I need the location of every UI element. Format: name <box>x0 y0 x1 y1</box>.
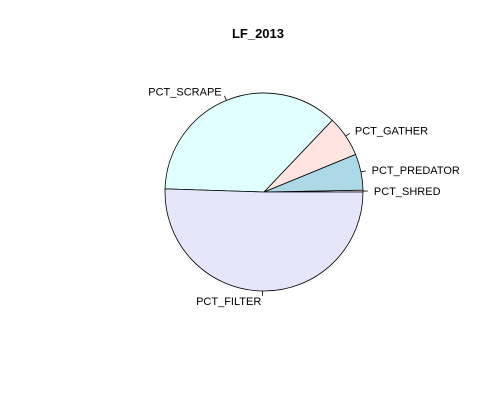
pie-slice-pct-filter <box>164 188 364 292</box>
slice-label-pct-gather: PCT_GATHER <box>355 126 428 138</box>
pie-slice-pct-scrape <box>164 92 333 193</box>
leader-line-pct-scrape <box>224 95 227 101</box>
pie-leader-lines <box>224 95 368 296</box>
leader-line-pct-gather <box>345 132 351 137</box>
pie-slices <box>164 92 364 292</box>
slice-label-pct-predator: PCT_PREDATOR <box>372 165 460 177</box>
chart-title: LF_2013 <box>232 26 284 41</box>
slice-label-pct-shred: PCT_SHRED <box>374 186 441 198</box>
pie-labels: PCT_SHRED PCT_PREDATOR PCT_GATHER PCT_SCRAP… <box>148 86 460 308</box>
slice-label-pct-scrape: PCT_SCRAPE <box>148 86 221 98</box>
slice-label-pct-filter: PCT_FILTER <box>196 296 261 308</box>
leader-line-pct-predator <box>360 170 366 173</box>
